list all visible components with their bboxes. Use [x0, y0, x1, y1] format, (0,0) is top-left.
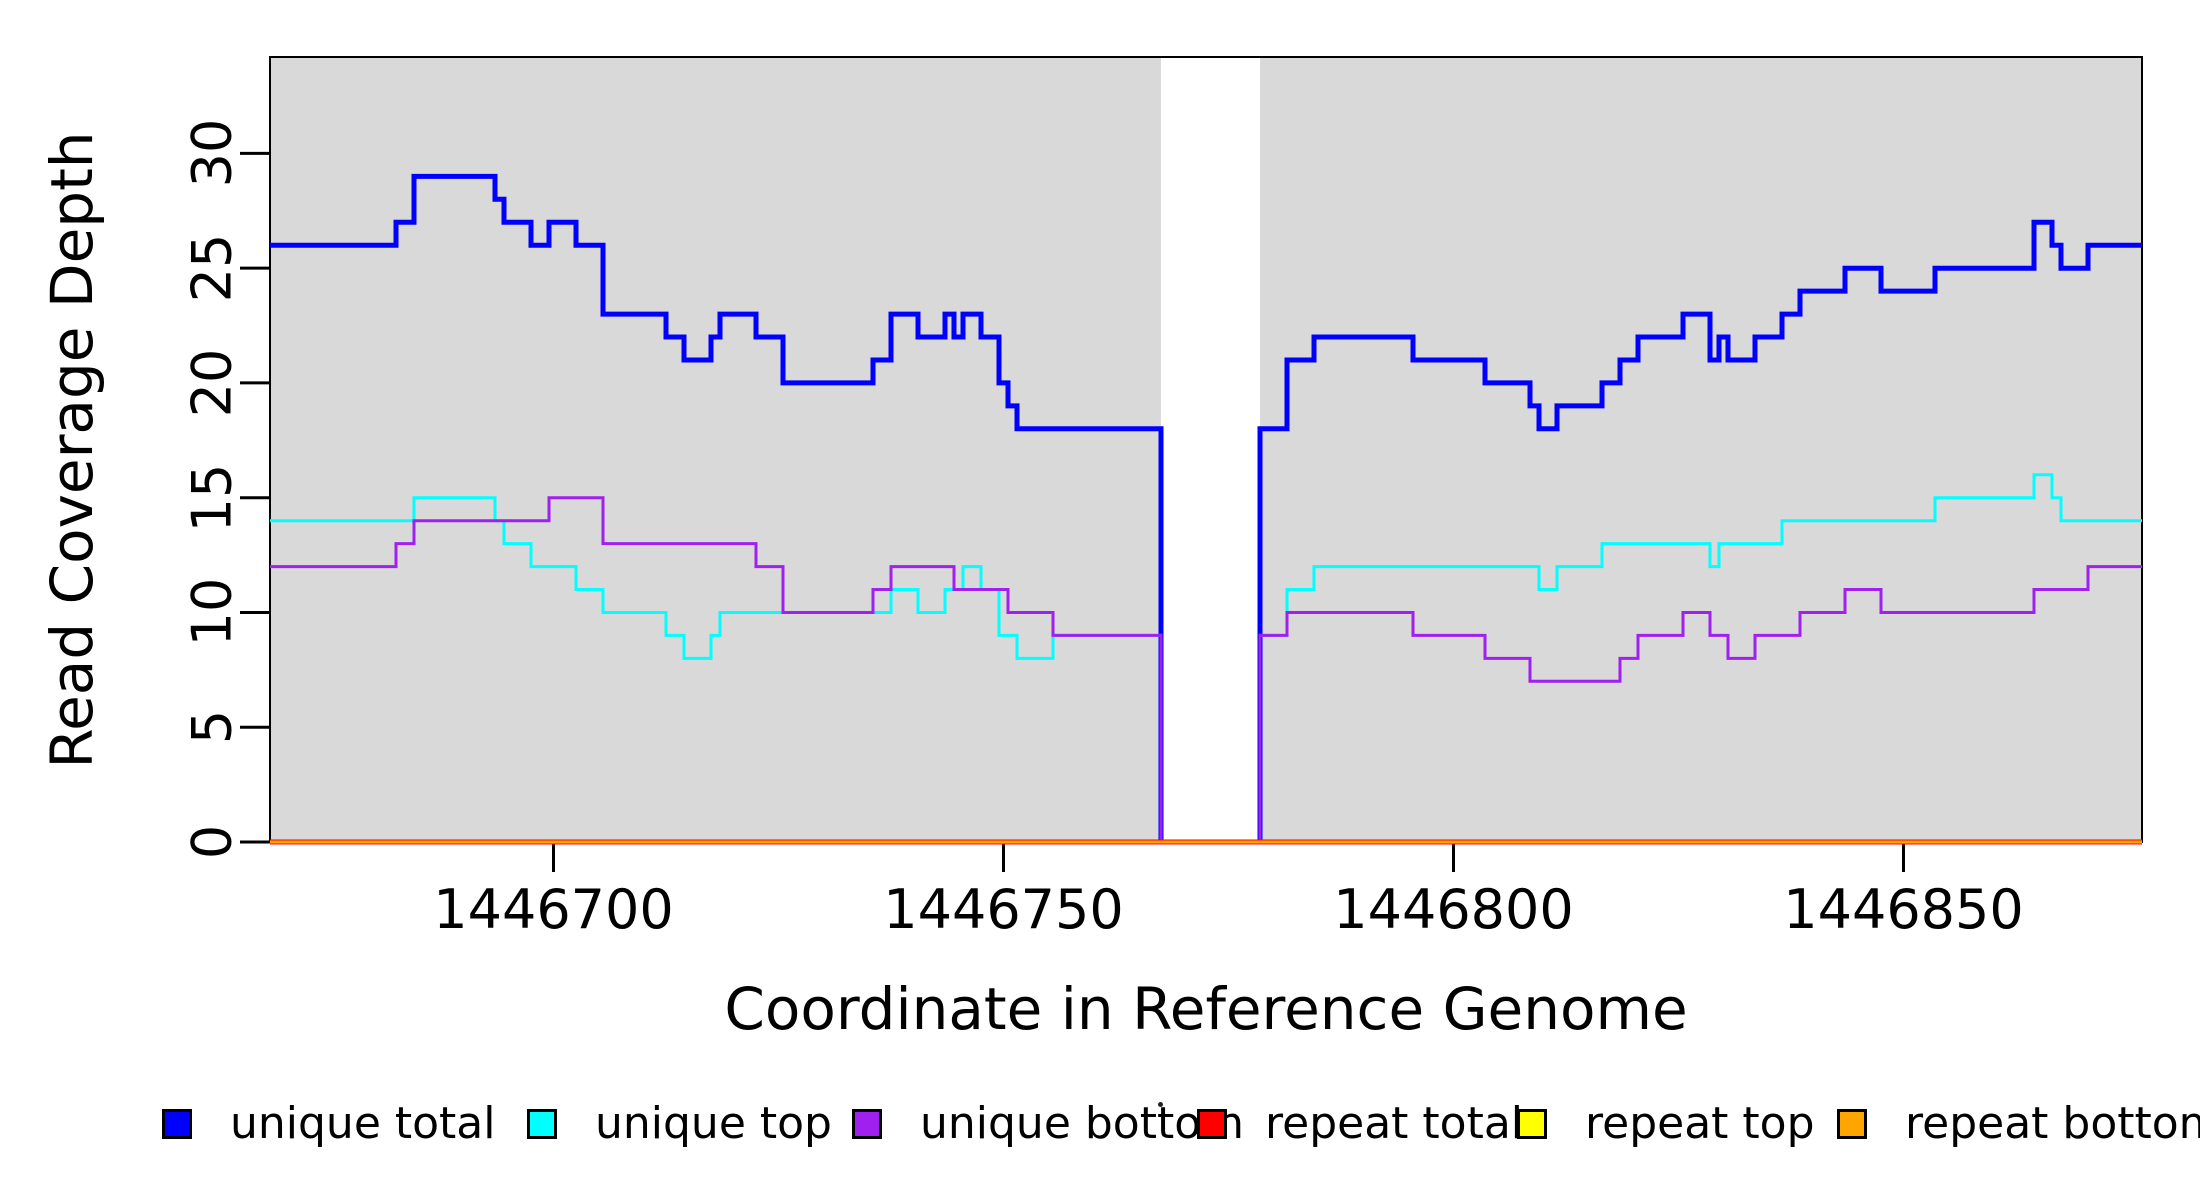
legend-swatch-icon [162, 1108, 192, 1139]
legend-separator-dot [1158, 1102, 1163, 1107]
y-tick-label-20: 20 [180, 348, 244, 418]
legend-swatch-icon [1197, 1108, 1227, 1139]
x-axis-title: Coordinate in Reference Genome [724, 975, 1688, 1043]
legend-label: repeat top [1585, 1098, 1815, 1149]
y-tick-label-15: 15 [180, 463, 244, 533]
series-unique-top [270, 473, 2142, 844]
legend-label: unique top [595, 1098, 832, 1149]
y-axis-title: Read Coverage Depth [38, 131, 106, 769]
legend-item-unique-top: unique top [527, 1098, 832, 1149]
legend-swatch-icon [1837, 1108, 1867, 1139]
legend-item-repeat-total: repeat total [1197, 1098, 1523, 1149]
legend-label: repeat bottom [1905, 1098, 2200, 1149]
legend-swatch-icon [527, 1108, 557, 1139]
y-tick-label-25: 25 [180, 233, 244, 303]
y-tick-label-0: 0 [180, 824, 244, 860]
series-unique-bottom [270, 496, 2142, 844]
legend-item-repeat-top: repeat top [1517, 1098, 1815, 1149]
y-tick-label-30: 30 [180, 119, 244, 188]
legend-swatch-icon [1517, 1108, 1547, 1139]
x-tick-label-1446850: 1446850 [1783, 878, 2024, 941]
legend-label: unique bottom [920, 1098, 1245, 1149]
x-tick-label-1446700: 1446700 [433, 878, 674, 941]
x-tick-label-1446750: 1446750 [883, 878, 1124, 941]
legend-item-repeat-bottom: repeat bottom [1837, 1098, 2200, 1149]
legend-item-unique-total: unique total [162, 1098, 495, 1149]
legend-label: unique total [230, 1098, 496, 1149]
legend-swatch-icon [852, 1108, 882, 1139]
coverage-gap-band [1161, 57, 1260, 842]
plot-panel-right [1260, 57, 2142, 842]
legend-label: repeat total [1265, 1098, 1524, 1149]
y-tick-label-10: 10 [180, 578, 244, 647]
plot-panel-left [270, 57, 1161, 842]
y-tick-label-5: 5 [180, 710, 244, 745]
legend-item-unique-bottom: unique bottom [852, 1098, 1244, 1149]
x-tick-label-1446800: 1446800 [1333, 878, 1574, 941]
